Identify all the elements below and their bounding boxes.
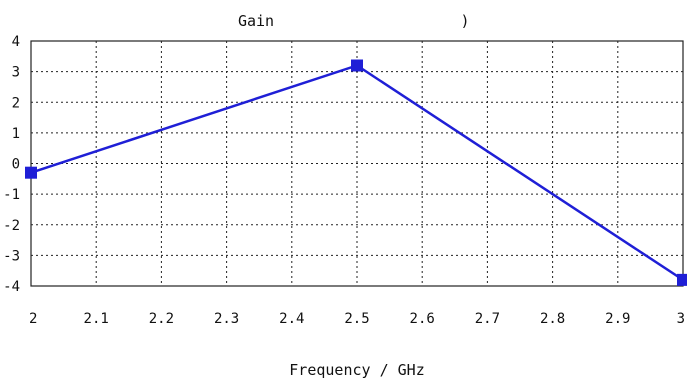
- y-tick-label: 4: [12, 34, 20, 50]
- data-point-marker: [351, 59, 363, 72]
- grid-lines: [31, 41, 683, 286]
- x-tick-label: 2.4: [279, 311, 304, 327]
- chart-title: Gain: [238, 12, 274, 30]
- plot-frame: [30, 40, 684, 287]
- chart-title-suffix: ): [460, 12, 469, 30]
- x-tick-label: 3: [677, 311, 685, 327]
- y-tick-label: -4: [3, 279, 20, 295]
- y-tick-label: 1: [12, 126, 20, 142]
- x-tick-label: 2.9: [605, 311, 630, 327]
- x-tick-label: 2.1: [84, 311, 109, 327]
- x-axis-title: Frequency / GHz: [289, 361, 424, 379]
- y-tick-label: -1: [3, 187, 20, 203]
- data-point-marker: [25, 166, 37, 179]
- x-tick-label: 2.2: [149, 311, 174, 327]
- x-tick-label: 2: [29, 311, 37, 327]
- y-tick-label: 2: [12, 95, 20, 111]
- y-tick-label: -2: [3, 218, 20, 234]
- x-tick-label: 2.3: [214, 311, 239, 327]
- x-tick-label: 2.5: [344, 311, 369, 327]
- x-tick-label: 2.8: [540, 311, 565, 327]
- y-tick-label: -3: [3, 248, 20, 264]
- gain-series-markers: [25, 59, 687, 286]
- y-tick-labels: 4 3 2 1 0 -1 -2 -3 -4: [3, 34, 20, 295]
- x-tick-label: 2.6: [410, 311, 435, 327]
- x-tick-label: 2.7: [475, 311, 500, 327]
- data-point-marker: [677, 273, 687, 286]
- y-tick-label: 0: [12, 157, 20, 173]
- x-tick-labels: 2 2.1 2.2 2.3 2.4 2.5 2.6 2.7 2.8 2.9 3: [29, 311, 685, 327]
- y-tick-label: 3: [12, 65, 20, 81]
